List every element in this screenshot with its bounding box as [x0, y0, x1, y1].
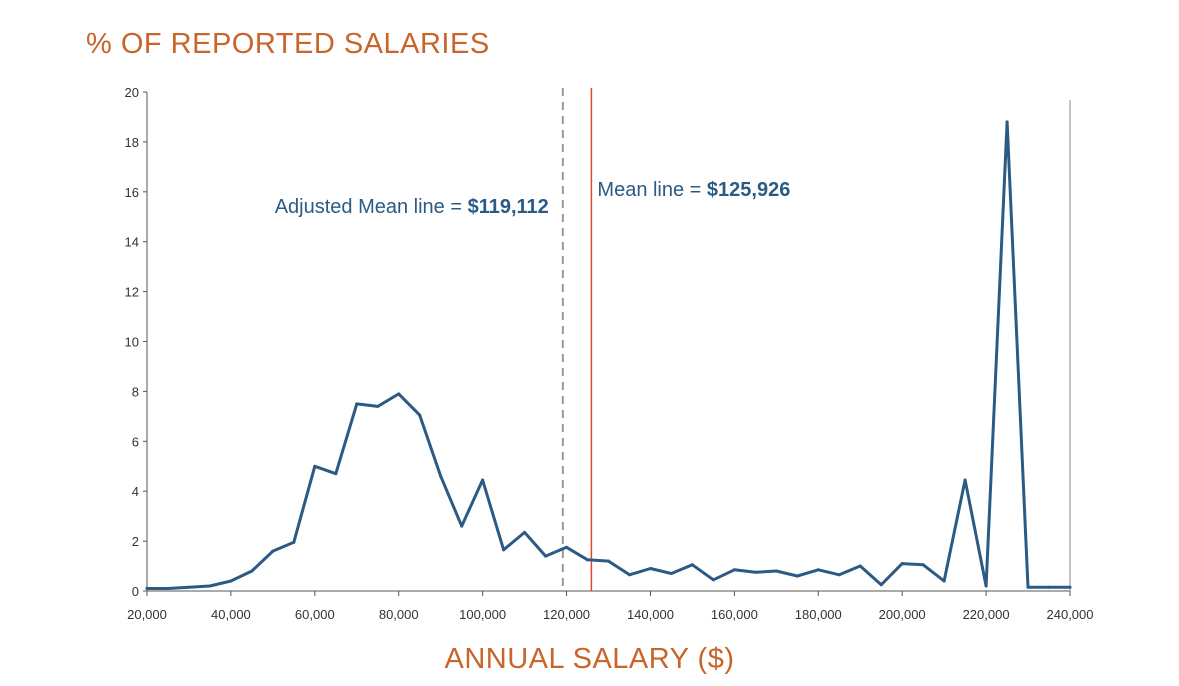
y-tick-label: 10: [125, 335, 139, 350]
data-point: [565, 545, 569, 549]
annotation-label: Mean line =: [597, 179, 707, 201]
data-point: [271, 549, 275, 553]
x-tick-label: 160,000: [711, 607, 758, 622]
series-group: [145, 120, 1072, 591]
x-tick-label: 220,000: [963, 607, 1010, 622]
data-point: [292, 540, 296, 544]
data-point: [753, 570, 757, 574]
data-point: [460, 524, 464, 528]
annotation-value: $119,112: [468, 196, 549, 218]
data-point: [523, 530, 527, 534]
data-point: [481, 478, 485, 482]
data-point: [942, 579, 946, 583]
reference-lines: Adjusted Mean line = $119,112 Mean line =…: [275, 88, 790, 591]
data-point: [816, 568, 820, 572]
data-point: [627, 573, 631, 577]
data-point: [418, 413, 422, 417]
data-point: [166, 587, 170, 591]
data-point: [1047, 585, 1051, 589]
data-point: [439, 474, 443, 478]
data-point: [607, 559, 610, 563]
data-point: [229, 579, 233, 583]
data-point: [187, 585, 191, 589]
y-tick-label: 8: [132, 384, 139, 399]
y-tick-label: 14: [125, 235, 139, 250]
x-tick-label: 80,000: [379, 607, 419, 622]
y-tick-label: 4: [132, 484, 139, 499]
x-tick-label: 180,000: [795, 607, 842, 622]
data-point: [858, 564, 862, 568]
y-tick-label: 12: [125, 285, 139, 300]
data-point: [774, 569, 778, 573]
data-point: [355, 402, 359, 406]
mean-annotation: Mean line = $125,926: [597, 179, 790, 201]
x-tick-label: 240,000: [1047, 607, 1094, 622]
y-tick-label: 20: [125, 85, 139, 100]
data-point: [984, 584, 988, 588]
data-point: [208, 584, 212, 588]
data-point: [963, 478, 967, 482]
data-point: [879, 583, 883, 587]
x-tick-label: 140,000: [627, 607, 674, 622]
data-point: [711, 578, 715, 582]
data-point: [690, 563, 694, 567]
data-point: [586, 558, 590, 562]
x-tick-label: 60,000: [295, 607, 335, 622]
data-point: [313, 464, 317, 468]
data-point: [250, 569, 254, 573]
axes: [143, 91, 1071, 596]
x-tick-label: 120,000: [543, 607, 590, 622]
x-axis-title: ANNUAL SALARY ($): [444, 643, 735, 675]
data-point: [145, 587, 149, 591]
tick-labels: 0 2 4 6 8 10 12 14 16 18 20 20,000 40,000 60,000 80,00…: [125, 85, 1094, 622]
data-point: [648, 567, 652, 571]
data-point: [397, 392, 401, 396]
data-point: [900, 562, 904, 566]
data-point: [376, 404, 380, 408]
data-point: [732, 568, 736, 572]
adjusted-mean-annotation: Adjusted Mean line = $119,112: [275, 196, 549, 218]
data-point: [502, 548, 506, 552]
x-tick-label: 20,000: [127, 607, 167, 622]
annotation-value: $125,926: [707, 179, 790, 201]
data-point: [1005, 120, 1009, 124]
y-tick-label: 6: [132, 434, 139, 449]
y-tick-label: 16: [125, 185, 139, 200]
x-tick-label: 100,000: [459, 607, 506, 622]
data-point: [1026, 585, 1030, 589]
y-tick-label: 2: [132, 534, 139, 549]
data-point: [334, 472, 338, 476]
y-tick-label: 18: [125, 135, 139, 150]
x-tick-label: 40,000: [211, 607, 251, 622]
data-point: [795, 574, 799, 578]
data-point: [1068, 585, 1072, 589]
y-axis-title: % OF REPORTED SALARIES: [86, 28, 490, 60]
y-tick-label: 0: [132, 584, 139, 599]
data-point: [669, 572, 673, 576]
data-point: [837, 573, 841, 577]
x-tick-label: 200,000: [879, 607, 926, 622]
data-point: [544, 554, 548, 558]
annotation-label: Adjusted Mean line =: [275, 196, 468, 218]
data-point: [921, 563, 925, 567]
